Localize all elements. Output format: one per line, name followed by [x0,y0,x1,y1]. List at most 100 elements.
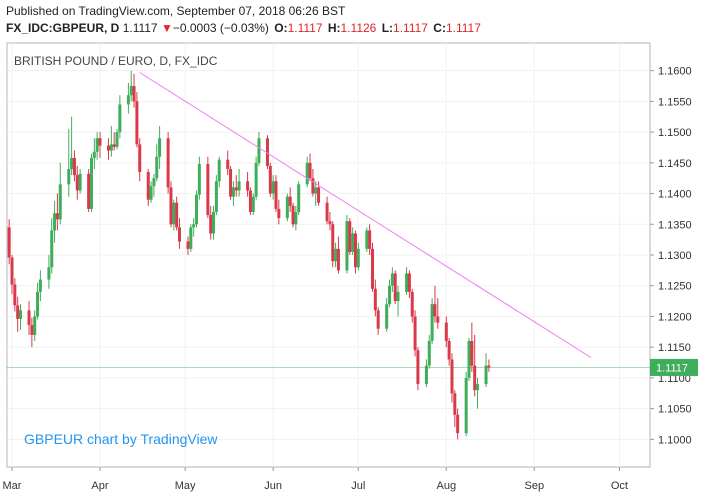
current-price-tag-text: 1.1117 [656,362,688,374]
candle [254,156,258,200]
candle [464,371,468,437]
candle [152,173,156,197]
candle-body [129,86,133,96]
candle-body [450,359,454,394]
candle-body [107,145,111,151]
candle-body [311,178,315,194]
open-label: O: [274,21,288,35]
candle-body [444,322,448,342]
price-axis[interactable]: 1.1600 1.1550 1.1500 1.1450 1.1400 1.1350 1.13… [650,66,692,447]
candle [396,285,400,317]
candle-body [166,138,170,188]
candle-body [254,162,258,197]
candle [197,156,201,200]
candle-body [152,178,156,187]
candle-body [308,162,312,179]
candle [229,165,233,200]
price-change: −0.0003 (−0.03%) [172,21,269,35]
candle [470,322,474,372]
candle-body [410,291,414,317]
candle-body [38,279,42,292]
candle-body [206,164,210,216]
candle-body [297,184,301,212]
candle [146,168,150,206]
candle [237,168,241,197]
candle-body [294,211,298,225]
candle-body [476,384,480,391]
candle-body [348,221,352,252]
candle-body [331,224,335,262]
time-axis[interactable]: Mar Apr May Jun Jul Aug Sep Oct [3,467,628,492]
candle-body [192,224,196,228]
candle-body [109,144,113,151]
candle [376,307,380,335]
candle [36,282,40,320]
candle-body [209,215,213,234]
candle-body [47,267,51,280]
time-tick-label: Jul [351,480,365,492]
candle [13,278,17,312]
price-tick-label: 1.1400 [658,189,692,201]
candle [336,236,340,274]
candle [231,181,235,206]
candle [75,165,79,200]
candle-body [55,213,59,220]
candle-body [388,285,392,305]
price-tick-label: 1.1450 [658,158,692,170]
close-value: 1.1117 [445,21,481,35]
candle-body [368,230,372,249]
candle-body [229,168,233,197]
candle [107,138,111,160]
candle-body [138,144,142,173]
candle [192,218,196,237]
candle [444,316,448,348]
candle [351,227,355,255]
time-tick-label: Jun [264,480,282,492]
candle [189,224,193,252]
candle-body [257,138,261,163]
candle-body [353,233,357,268]
candle-body [75,175,79,191]
candle [265,135,269,169]
candle [155,144,159,182]
candle-body [50,230,54,268]
candle [334,242,338,268]
candle-body [7,227,11,258]
candle-body [135,101,139,145]
candle-body [268,165,272,194]
candle-body [288,196,292,206]
candle-body [16,305,20,319]
candle [393,270,397,305]
change-down-arrow-icon: ▼ [160,21,173,35]
candle [186,236,190,255]
candle [251,193,255,216]
price-tick-label: 1.1000 [658,434,692,446]
candle [277,199,281,225]
candle [456,408,460,440]
trend-line[interactable] [139,72,592,359]
candle [453,390,457,428]
high-value: 1.1126 [340,21,377,35]
candle-body [186,241,190,249]
candle [370,242,374,292]
candle-body [246,181,250,191]
candle-body [334,248,338,262]
candle-body [197,164,201,195]
candle-body [291,205,295,225]
candle-body [30,325,34,335]
candle [353,230,357,274]
candle-body [231,187,235,197]
candle [328,211,332,231]
candle-body [10,257,14,285]
candle [50,218,54,274]
candle-body [149,186,153,200]
candle [158,125,162,169]
candle [385,298,389,332]
open-value: 1.1117 [287,21,323,35]
candle-body [169,187,173,225]
candle-body [356,248,360,268]
candle [10,255,14,295]
low-value: 1.1117 [393,21,428,35]
price-tick-label: 1.1500 [658,127,692,139]
